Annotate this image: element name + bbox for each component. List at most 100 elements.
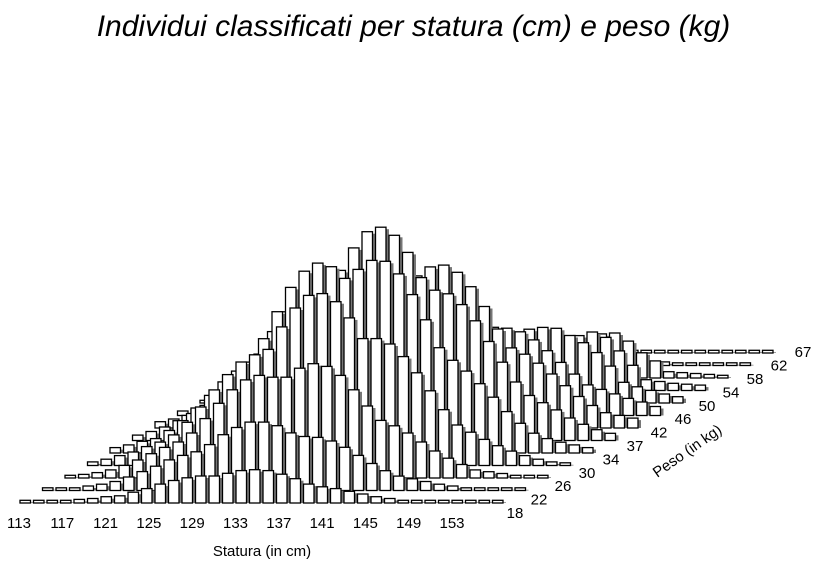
bar-side	[588, 426, 592, 441]
bar	[491, 499, 504, 504]
bar	[428, 450, 441, 479]
bar-side	[633, 343, 637, 378]
bar	[716, 374, 729, 379]
bar	[289, 478, 302, 504]
bar	[442, 457, 455, 479]
bar	[460, 487, 473, 492]
bar-side	[71, 502, 74, 503]
bar	[338, 446, 351, 492]
bar	[662, 371, 675, 379]
bar	[181, 477, 194, 504]
bar-side	[381, 498, 385, 503]
bar-side	[588, 344, 592, 403]
bar	[599, 412, 612, 429]
bar-side	[156, 433, 160, 441]
x-tick-label: 137	[266, 515, 291, 532]
bar-side	[350, 449, 353, 491]
bar-side	[503, 502, 506, 503]
bar-side	[498, 489, 502, 491]
bar-side	[359, 391, 362, 478]
bar-side	[246, 472, 250, 503]
bar	[725, 362, 738, 367]
bar-side	[111, 498, 115, 503]
bar-side	[323, 439, 326, 491]
bar	[590, 429, 603, 442]
bar	[550, 409, 563, 442]
bar-side	[480, 322, 484, 441]
bar-side	[381, 340, 385, 466]
bar	[685, 362, 698, 367]
bar-side	[665, 383, 668, 391]
bar-side	[642, 388, 646, 403]
y-tick-label: 30	[579, 465, 596, 482]
bar-side	[354, 493, 358, 503]
bar-side	[561, 411, 565, 441]
bar-side	[732, 352, 736, 353]
bar-side	[449, 502, 452, 503]
bar-side	[165, 486, 169, 503]
bar	[500, 487, 513, 492]
bar-side	[678, 352, 682, 353]
bar-side	[345, 377, 349, 478]
bar	[415, 441, 428, 479]
bar	[325, 440, 338, 492]
bar-side	[485, 489, 488, 491]
bar	[140, 487, 153, 504]
bar	[635, 401, 648, 417]
bar	[424, 499, 437, 504]
bar	[644, 389, 657, 404]
bar	[739, 362, 752, 367]
bar-side	[152, 490, 155, 503]
bar-side	[638, 420, 641, 428]
bar	[698, 362, 711, 367]
bar	[46, 499, 59, 504]
bar	[154, 483, 167, 504]
bar-side	[530, 457, 533, 466]
bar-side	[615, 368, 619, 403]
bar-side	[570, 387, 574, 428]
bar-side	[557, 376, 560, 428]
bar	[446, 485, 459, 492]
bar	[527, 432, 540, 454]
bar	[649, 360, 662, 379]
bar-side	[728, 377, 731, 378]
bar	[509, 474, 522, 479]
bar-side	[408, 502, 412, 503]
bar	[604, 432, 617, 442]
bar	[626, 417, 639, 429]
bar-side	[300, 480, 304, 503]
bar	[208, 475, 221, 504]
x-tick-label: 129	[180, 515, 205, 532]
bar-side	[44, 502, 47, 503]
bar-side	[552, 440, 556, 453]
bar-side	[480, 471, 484, 478]
bar	[536, 474, 549, 479]
bar-side	[395, 346, 398, 466]
bar	[352, 454, 365, 492]
bar-side	[341, 490, 344, 503]
bar-side	[696, 364, 700, 366]
bar	[406, 478, 419, 492]
bar-side	[201, 453, 205, 491]
bar	[734, 349, 747, 354]
bar-side	[638, 367, 641, 391]
bar-side	[611, 414, 614, 428]
bar-side	[408, 358, 412, 466]
bar-side	[624, 352, 628, 391]
x-tick-label: 153	[439, 515, 464, 532]
bar	[613, 414, 626, 429]
bar-side	[462, 427, 466, 466]
bar-side	[737, 364, 740, 366]
bar-side	[332, 368, 335, 478]
bar	[689, 372, 702, 379]
bar-side	[507, 475, 511, 478]
bar-side	[327, 488, 331, 503]
bar-side	[705, 352, 709, 353]
x-axis-label: Statura (in cm)	[213, 543, 311, 560]
bar	[545, 461, 558, 467]
bar-side	[287, 476, 290, 503]
bar-side	[305, 370, 308, 478]
bar-side	[192, 479, 196, 503]
bar-side	[548, 477, 551, 478]
bar-side	[476, 434, 479, 466]
